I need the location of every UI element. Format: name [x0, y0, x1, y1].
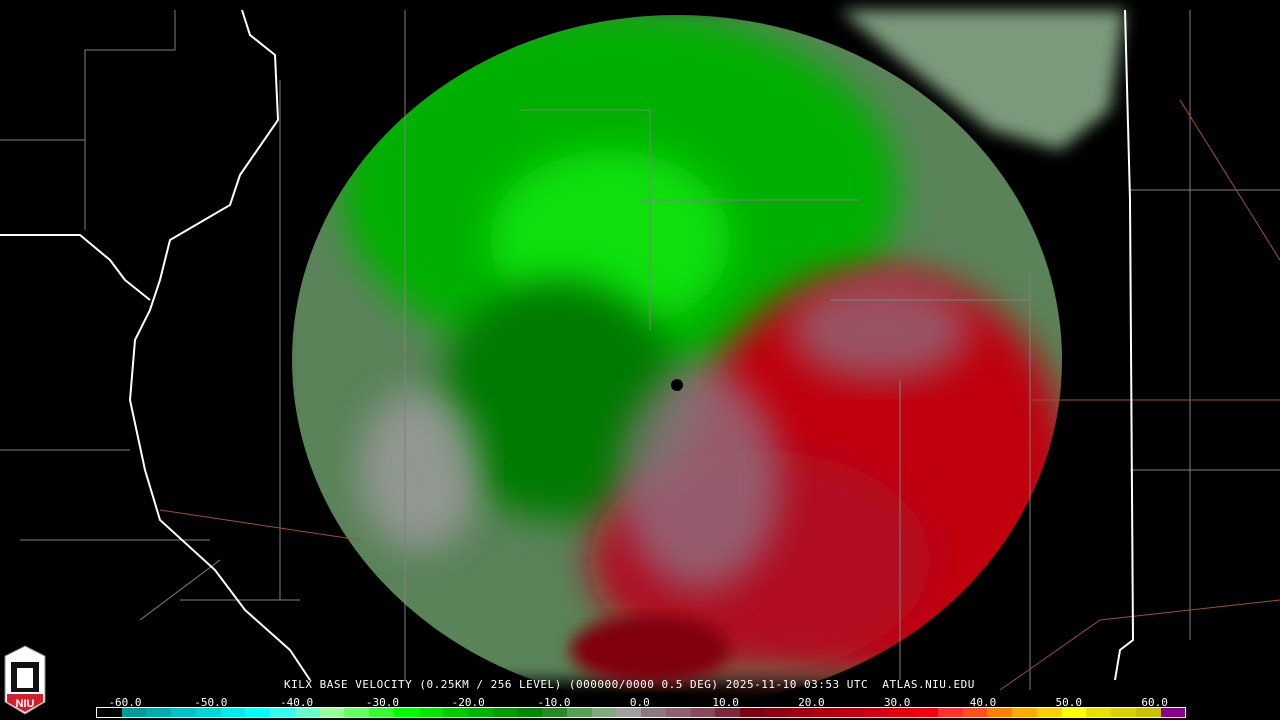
colorbar-swatch	[1036, 708, 1062, 717]
colorbar-ticks: -60.0 -50.0 -40.0 -30.0 -20.0 -10.0 0.0 10.0 20.…	[0, 696, 1280, 709]
colorbar-swatch	[566, 708, 592, 717]
colorbar-tick-label: 20.0	[798, 696, 825, 709]
colorbar-swatch	[97, 708, 122, 717]
colorbar-tick-label: -10.0	[537, 696, 571, 709]
colorbar-swatch	[517, 708, 543, 717]
colorbar-swatch	[369, 708, 394, 717]
radar-site	[671, 379, 683, 391]
colorbar-swatch	[591, 708, 617, 717]
colorbar-swatch	[641, 708, 666, 717]
colorbar-swatch	[1061, 708, 1087, 717]
product-caption: KILX BASE VELOCITY (0.25KM / 256 LEVEL) …	[284, 678, 975, 691]
colorbar-swatch	[220, 708, 246, 717]
colorbar-swatch	[937, 708, 963, 717]
colorbar-tick-label: 40.0	[969, 696, 997, 709]
elevation: (000000/0000 0.5 DEG)	[568, 678, 719, 691]
colorbar-swatch	[839, 708, 864, 717]
colorbar-swatch	[690, 708, 716, 717]
county-borders	[0, 10, 1280, 690]
colorbar-swatch	[270, 708, 295, 717]
colorbar-swatch	[195, 708, 221, 717]
colorbar-swatch	[443, 708, 469, 717]
colorbar-tick-label: 10.0	[712, 696, 739, 709]
colorbar-swatch	[492, 708, 518, 717]
timestamp: 2025-11-10 03:53 UTC	[725, 678, 869, 691]
radar-id: KILX	[284, 678, 313, 691]
colorbar-swatch	[542, 708, 567, 717]
colorbar-swatch	[913, 708, 938, 717]
colorbar-swatch	[171, 708, 196, 717]
colorbar-swatch	[616, 708, 642, 717]
colorbar-swatch	[987, 708, 1013, 717]
colorbar-swatch	[665, 708, 691, 717]
colorbar-tick-label: 60.0	[1141, 696, 1168, 709]
colorbar-swatch	[888, 708, 914, 717]
colorbar-swatch	[146, 708, 172, 717]
colorbar-swatch	[715, 708, 741, 717]
colorbar-tick-label: -20.0	[451, 696, 485, 709]
colorbar-swatch	[294, 708, 320, 717]
ne-echoes	[840, 10, 1125, 150]
colorbar-swatch	[1135, 708, 1161, 717]
colorbar-swatch	[740, 708, 765, 717]
colorbar-swatch	[418, 708, 444, 717]
colorbar-swatch	[1160, 708, 1186, 717]
resolution: (0.25KM / 256 LEVEL)	[419, 678, 562, 691]
product-name: BASE VELOCITY	[319, 678, 413, 691]
colorbar-tick-label: -40.0	[280, 696, 314, 709]
colorbar-swatch	[1111, 708, 1136, 717]
velocity-echoes	[292, 15, 1062, 685]
colorbar-swatch	[814, 708, 840, 717]
colorbar-swatch	[764, 708, 790, 717]
colorbar-swatch	[245, 708, 271, 717]
colorbar-tick-label: 0.0	[629, 696, 650, 709]
colorbar-swatch	[1012, 708, 1037, 717]
colorbar-swatch	[319, 708, 345, 717]
svg-text:NIU: NIU	[16, 698, 35, 710]
colorbar-swatch	[393, 708, 419, 717]
highways	[159, 99, 1280, 691]
velocity-colorbar	[96, 707, 1186, 718]
state-borders	[0, 9, 1135, 681]
colorbar-tick-label: -50.0	[194, 696, 228, 709]
niu-logo: NIU	[4, 645, 46, 715]
colorbar-swatch	[344, 708, 370, 717]
colorbar-swatch	[121, 708, 147, 717]
colorbar-swatch	[863, 708, 889, 717]
colorbar-swatch	[789, 708, 815, 717]
colorbar-tick-label: -60.0	[108, 696, 142, 709]
colorbar-tick-label: -30.0	[365, 696, 399, 709]
source: ATLAS.NIU.EDU	[882, 678, 975, 691]
colorbar-tick-label: 50.0	[1055, 696, 1083, 709]
colorbar-swatch	[468, 708, 493, 717]
colorbar-tick-label: 30.0	[883, 696, 911, 709]
colorbar-swatch	[1086, 708, 1112, 717]
colorbar-swatch	[962, 708, 988, 717]
